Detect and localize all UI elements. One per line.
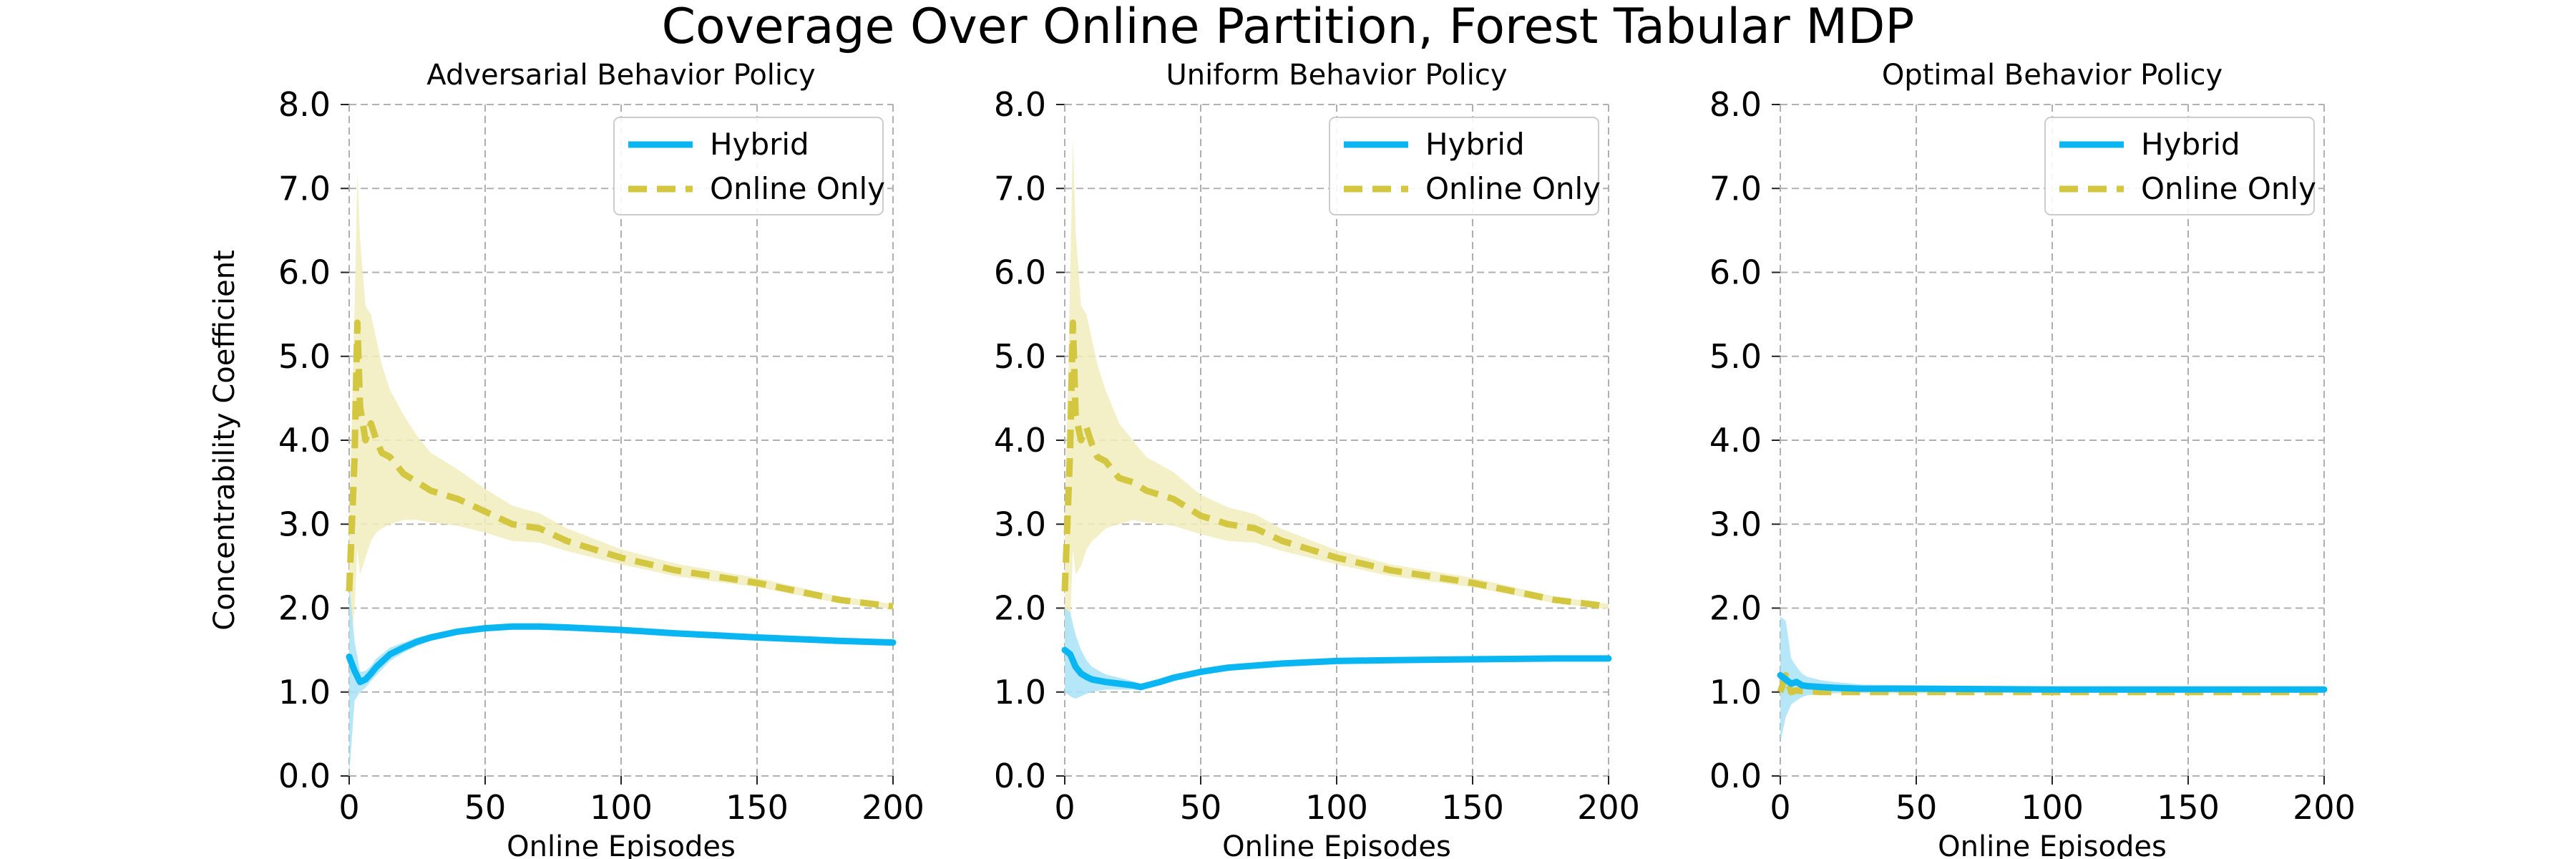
x-tick-label: 0	[338, 788, 359, 827]
y-tick-label: 6.0	[1709, 253, 1762, 292]
x-tick-label: 0	[1770, 788, 1790, 827]
y-tick-label: 2.0	[278, 589, 331, 628]
x-tick-label: 100	[590, 788, 653, 827]
y-tick-label: 7.0	[1709, 169, 1762, 208]
online-only-confidence-band	[1065, 137, 1609, 659]
x-axis-label: Online Episodes	[1222, 830, 1451, 859]
y-tick-label: 7.0	[994, 169, 1046, 208]
y-tick-label: 6.0	[278, 253, 331, 292]
legend-label: Hybrid	[1425, 127, 1525, 162]
y-axis-label: Concentrability Coefficient	[208, 250, 241, 631]
y-tick-label: 1.0	[1709, 673, 1762, 712]
y-tick-label: 5.0	[994, 337, 1046, 376]
y-tick-label: 6.0	[994, 253, 1046, 292]
y-tick-label: 5.0	[1709, 337, 1762, 376]
legend-label: Online Only	[2141, 171, 2316, 206]
hybrid-series-line	[1777, 671, 2328, 693]
legend-label: Hybrid	[710, 127, 809, 162]
y-tick-label: 3.0	[278, 505, 331, 543]
x-tick-label: 100	[2021, 788, 2084, 827]
y-tick-label: 2.0	[994, 589, 1046, 628]
panel-1: Adversarial Behavior Policy 0.0 1.0 2.0 3.0 4…	[208, 59, 924, 859]
online-only-confidence-band	[349, 171, 893, 659]
y-tick-label: 3.0	[1709, 505, 1762, 543]
panel-title: Adversarial Behavior Policy	[426, 59, 815, 92]
x-tick-label: 200	[2293, 788, 2356, 827]
x-axis-label: Online Episodes	[507, 830, 736, 859]
y-tick-label: 4.0	[1709, 421, 1762, 460]
x-tick-label: 50	[464, 788, 507, 827]
x-axis-label: Online Episodes	[1938, 830, 2167, 859]
y-tick-label: 7.0	[278, 169, 331, 208]
panels: Adversarial Behavior Policy 0.0 1.0 2.0 3.0 4…	[208, 59, 2356, 859]
legend: Hybrid Online Only	[613, 117, 885, 215]
x-tick-label: 150	[1441, 788, 1504, 827]
x-tick-label: 200	[862, 788, 924, 827]
legend-label: Online Only	[710, 171, 885, 206]
legend-label: Hybrid	[2141, 127, 2240, 162]
hybrid-series-line	[346, 623, 897, 686]
online-only-series-line	[1061, 319, 1609, 610]
legend: Hybrid Online Only	[2044, 117, 2316, 215]
x-tick-label: 100	[1305, 788, 1368, 827]
panel-3: Optimal Behavior Policy 0.0 1.0 2.0 3.0 4.0 5.…	[1709, 59, 2356, 859]
legend-label: Online Only	[1425, 171, 1601, 206]
y-tick-label: 5.0	[278, 337, 331, 376]
y-tick-label: 1.0	[278, 673, 331, 712]
x-tick-label: 200	[1577, 788, 1640, 827]
x-tick-label: 150	[726, 788, 789, 827]
x-tick-label: 150	[2157, 788, 2220, 827]
y-tick-label: 8.0	[994, 85, 1046, 124]
y-tick-label: 1.0	[994, 673, 1046, 712]
x-tick-label: 50	[1180, 788, 1222, 827]
panel-title: Optimal Behavior Policy	[1882, 59, 2223, 92]
x-tick-label: 0	[1054, 788, 1075, 827]
y-tick-label: 2.0	[1709, 589, 1762, 628]
y-tick-label: 8.0	[278, 85, 331, 124]
y-tick-label: 0.0	[1709, 757, 1762, 795]
y-tick-label: 0.0	[994, 757, 1046, 795]
y-tick-label: 4.0	[278, 421, 331, 460]
y-tick-label: 0.0	[278, 757, 331, 795]
figure-title: Coverage Over Online Partition, Forest T…	[662, 0, 1915, 55]
panel-title: Uniform Behavior Policy	[1166, 59, 1507, 92]
hybrid-series-line	[1061, 646, 1612, 691]
y-tick-label: 3.0	[994, 505, 1046, 543]
legend: Hybrid Online Only	[1329, 117, 1601, 215]
y-tick-label: 4.0	[994, 421, 1046, 460]
panel-2: Uniform Behavior Policy 0.0 1.0 2.0 3.0 4.0 5.…	[994, 59, 1640, 859]
y-tick-label: 8.0	[1709, 85, 1762, 124]
online-only-series-line	[346, 319, 894, 610]
x-tick-label: 50	[1896, 788, 1938, 827]
